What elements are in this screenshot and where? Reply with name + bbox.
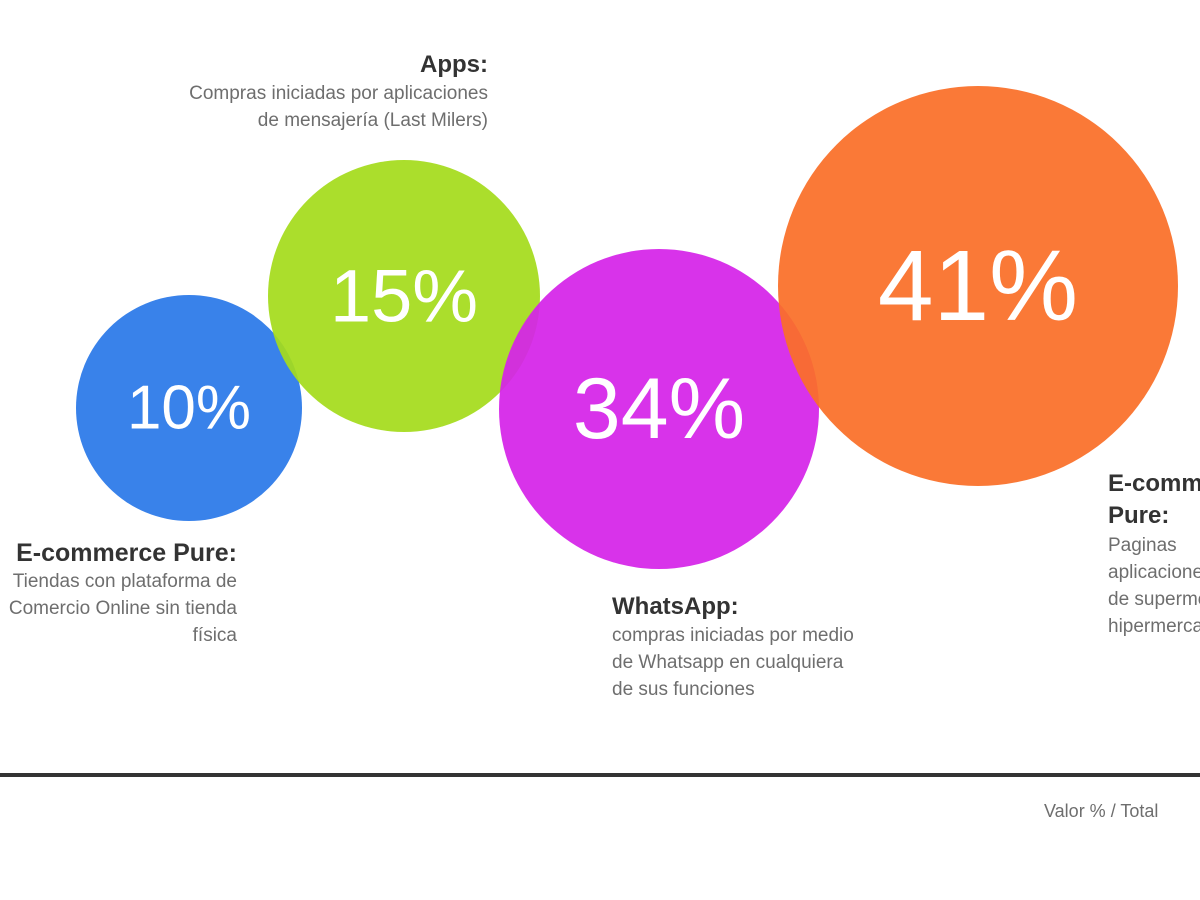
annotation-ecommerce-pure: E-commerce Pure: Tiendas con plataforma …	[0, 538, 237, 649]
annotation-ecommerce-pure-title: E-commerce Pure:	[16, 539, 237, 567]
bubble-apps	[268, 160, 540, 432]
annotation-whatsapp-title: WhatsApp:	[612, 593, 739, 620]
annotation-whatsapp-line: compras iniciadas por medio	[612, 625, 854, 646]
annotation-ecommerce-pure-line: Comercio Online sin tienda	[8, 598, 237, 619]
bubble-whatsapp-label: 34%	[573, 361, 745, 457]
annotation-ecommerce-retail-line: aplicaciones	[1108, 562, 1200, 583]
annotation-ecommerce-retail: E-commerce Pure: Paginas aplicaciones de…	[1108, 468, 1200, 640]
bubble-whatsapp	[499, 249, 819, 569]
annotation-apps-line: de mensajería (Last Milers)	[257, 110, 488, 131]
annotation-whatsapp: WhatsApp: compras iniciadas por medio de…	[612, 592, 952, 703]
bubble-apps-label: 15%	[330, 255, 478, 338]
bubble-ecommerce-retail-label: 41%	[878, 230, 1078, 342]
annotation-ecommerce-retail-line: Paginas	[1108, 535, 1177, 556]
annotation-ecommerce-retail-line: hipermercados	[1108, 616, 1200, 637]
annotation-ecommerce-pure-line: física	[192, 625, 237, 646]
annotation-apps-line: Compras iniciadas por aplicaciones	[189, 83, 488, 104]
annotation-ecommerce-pure-line: Tiendas con plataforma de	[12, 571, 237, 592]
footnote: Valor % / Total	[1044, 801, 1159, 821]
bubble-ecommerce-retail	[778, 86, 1178, 486]
annotation-whatsapp-line: de sus funciones	[612, 679, 755, 700]
bubble-ecommerce-pure	[76, 295, 302, 521]
bubble-ecommerce-pure-label: 10%	[127, 374, 251, 443]
baseline-rule	[0, 773, 1200, 777]
annotation-apps-title: Apps:	[420, 51, 488, 78]
annotation-ecommerce-retail-line: de supermercados	[1108, 589, 1200, 610]
annotation-whatsapp-line: de Whatsapp en cualquiera	[612, 652, 844, 673]
annotation-apps: Apps: Compras iniciadas por aplicaciones…	[60, 50, 488, 134]
annotation-ecommerce-retail-title: Pure:	[1108, 502, 1170, 529]
annotation-ecommerce-retail-title: E-commerce	[1108, 470, 1200, 497]
